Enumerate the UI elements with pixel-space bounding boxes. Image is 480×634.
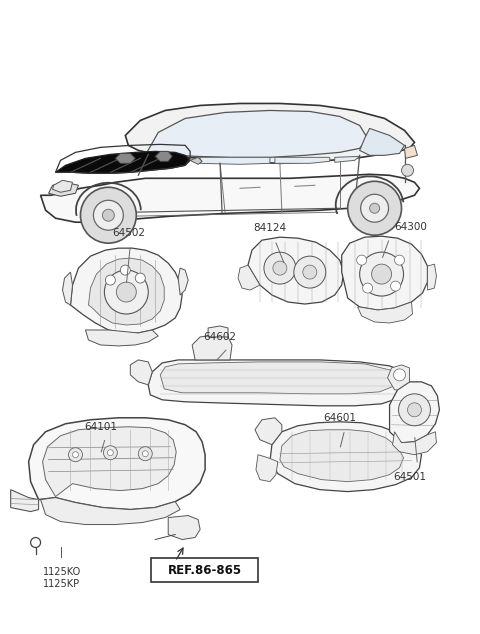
Text: 64601: 64601 <box>323 413 356 423</box>
Polygon shape <box>88 258 164 325</box>
Polygon shape <box>238 265 260 290</box>
Polygon shape <box>168 515 200 540</box>
Circle shape <box>102 209 114 221</box>
Polygon shape <box>342 236 428 310</box>
Polygon shape <box>393 432 436 455</box>
Circle shape <box>104 270 148 314</box>
Polygon shape <box>85 330 158 346</box>
Circle shape <box>264 252 296 284</box>
Polygon shape <box>41 174 420 222</box>
Circle shape <box>120 265 130 275</box>
Text: 1125KP: 1125KP <box>43 579 80 590</box>
Circle shape <box>391 281 400 291</box>
Circle shape <box>398 394 431 426</box>
Circle shape <box>370 204 380 213</box>
Polygon shape <box>11 489 38 512</box>
Polygon shape <box>208 326 228 337</box>
Polygon shape <box>145 110 368 157</box>
Polygon shape <box>280 430 404 482</box>
Polygon shape <box>358 302 412 323</box>
Polygon shape <box>160 362 399 394</box>
Circle shape <box>408 403 421 417</box>
Polygon shape <box>275 157 330 164</box>
Circle shape <box>116 282 136 302</box>
Polygon shape <box>56 152 190 173</box>
Circle shape <box>103 446 117 460</box>
Polygon shape <box>29 418 205 510</box>
Polygon shape <box>360 129 405 155</box>
Circle shape <box>395 255 405 265</box>
Polygon shape <box>52 180 72 192</box>
Circle shape <box>273 261 287 275</box>
Polygon shape <box>48 183 78 197</box>
Text: REF.86-865: REF.86-865 <box>168 564 242 577</box>
Polygon shape <box>190 157 202 164</box>
Polygon shape <box>148 360 409 406</box>
Polygon shape <box>115 153 135 164</box>
Circle shape <box>94 200 123 230</box>
Text: 1125KO: 1125KO <box>43 567 81 578</box>
Circle shape <box>363 283 372 293</box>
Polygon shape <box>200 157 270 164</box>
Circle shape <box>303 265 317 279</box>
Polygon shape <box>255 418 282 444</box>
Polygon shape <box>387 365 409 390</box>
Circle shape <box>142 451 148 456</box>
Circle shape <box>402 164 413 176</box>
Circle shape <box>360 252 404 296</box>
Circle shape <box>348 181 402 235</box>
Circle shape <box>108 450 113 456</box>
Circle shape <box>357 255 367 265</box>
Text: 64602: 64602 <box>204 332 237 342</box>
Polygon shape <box>71 248 182 333</box>
Polygon shape <box>155 152 172 161</box>
Circle shape <box>394 369 406 381</box>
Polygon shape <box>390 382 439 443</box>
Circle shape <box>31 538 41 548</box>
Polygon shape <box>178 268 188 295</box>
Polygon shape <box>192 335 232 360</box>
Polygon shape <box>130 360 152 385</box>
Polygon shape <box>62 272 72 305</box>
Polygon shape <box>428 264 436 290</box>
Polygon shape <box>256 455 278 482</box>
Polygon shape <box>41 498 180 524</box>
Circle shape <box>294 256 326 288</box>
Polygon shape <box>405 145 418 158</box>
Text: 64501: 64501 <box>393 472 426 482</box>
Text: 84124: 84124 <box>253 223 287 233</box>
Circle shape <box>69 448 83 462</box>
FancyBboxPatch shape <box>151 559 258 583</box>
Polygon shape <box>248 237 344 304</box>
Circle shape <box>360 194 389 222</box>
Text: 64300: 64300 <box>395 222 427 232</box>
Circle shape <box>72 451 78 458</box>
Polygon shape <box>43 427 176 496</box>
Polygon shape <box>270 422 421 491</box>
Text: 64101: 64101 <box>84 422 117 432</box>
Polygon shape <box>335 157 360 162</box>
Circle shape <box>81 187 136 243</box>
Polygon shape <box>125 103 415 164</box>
Text: 64502: 64502 <box>112 228 145 238</box>
Circle shape <box>106 275 115 285</box>
Circle shape <box>372 264 392 284</box>
Circle shape <box>138 447 152 461</box>
Circle shape <box>135 273 145 283</box>
